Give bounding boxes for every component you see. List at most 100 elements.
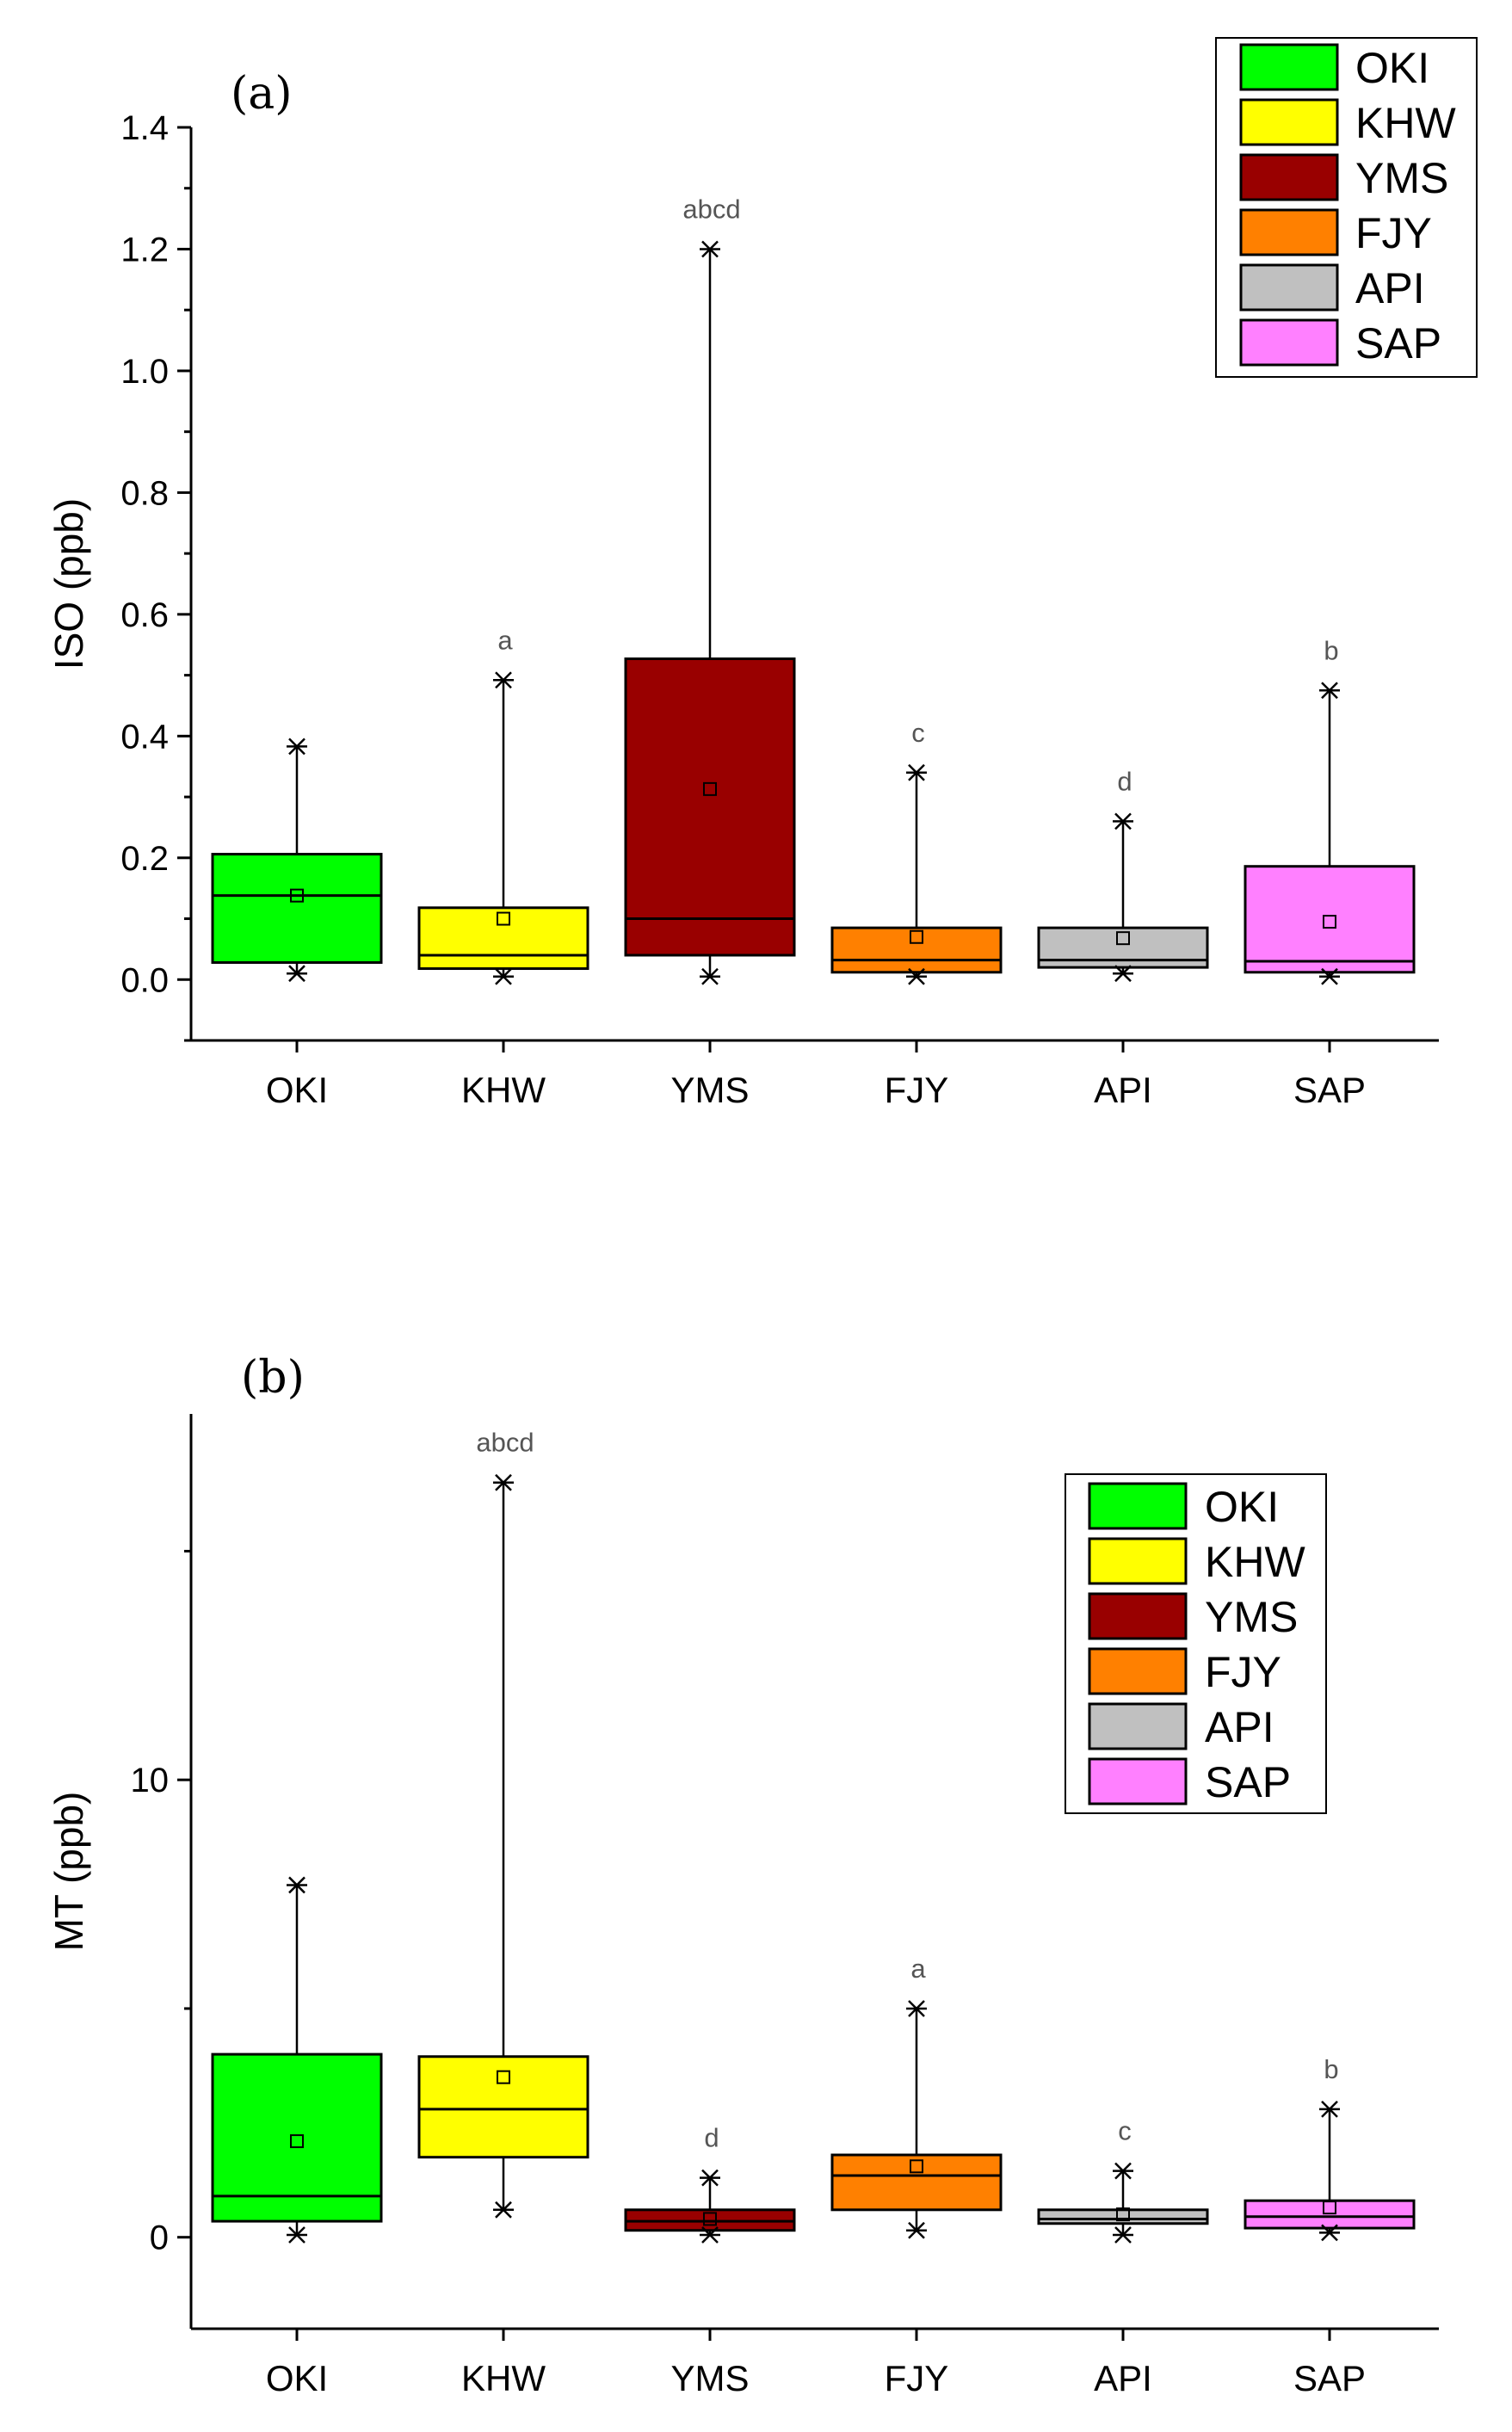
legend-item-oki: OKI — [1239, 43, 1429, 92]
mean-marker — [1116, 931, 1130, 946]
x-tick-label: FJY — [885, 2358, 949, 2398]
legend: OKI KHW YMS FJY API SAP — [1065, 1473, 1327, 1814]
significance-label: c — [911, 718, 925, 748]
mean-marker — [703, 781, 717, 796]
legend-item-sap: SAP — [1239, 318, 1441, 367]
x-tick-label: SAP — [1293, 2358, 1366, 2398]
marker-stroke — [495, 967, 512, 985]
legend: OKI KHW YMS FJY API SAP — [1215, 37, 1478, 378]
box-yms: d — [624, 2123, 796, 2244]
marker-stroke — [701, 2226, 719, 2244]
y-tick-label: 0.6 — [120, 596, 169, 634]
y-tick-label: 0.4 — [120, 718, 169, 756]
legend-label: FJY — [1205, 1648, 1281, 1696]
legend-item-oki: OKI — [1088, 1482, 1279, 1531]
legend-swatch — [1239, 208, 1339, 256]
y-tick-label: 1.0 — [120, 353, 169, 391]
max-marker — [493, 1473, 514, 1491]
box-iqr — [1244, 865, 1416, 974]
box-iqr — [1037, 926, 1209, 969]
box-iqr — [417, 2055, 589, 2159]
marker-stroke — [1321, 682, 1338, 700]
box-api: d — [1037, 766, 1209, 983]
legend-swatch — [1239, 43, 1339, 91]
legend-label: KHW — [1355, 99, 1456, 147]
panel-a: 0.0 0.2 0.4 0.6 0.8 1.0 1.2 1.4 OKI KHW YMS FJY API S… — [46, 37, 1478, 1110]
y-tick-label: 0.2 — [120, 840, 169, 878]
legend-label: YMS — [1205, 1593, 1298, 1641]
min-marker — [287, 2226, 307, 2244]
min-marker — [493, 967, 514, 985]
mean-marker — [703, 2212, 717, 2226]
marker-stroke — [1114, 2162, 1132, 2180]
marker-stroke — [495, 2201, 512, 2219]
box-iqr — [830, 926, 1003, 974]
mean-marker — [910, 929, 923, 944]
y-tick-label: 1.4 — [120, 109, 169, 147]
legend-item-khw: KHW — [1239, 98, 1456, 147]
legend-label: OKI — [1355, 44, 1429, 92]
legend-box — [1065, 1473, 1327, 1814]
legend-label: API — [1205, 1703, 1274, 1751]
x-tick-label: SAP — [1293, 1070, 1366, 1110]
marker-stroke — [1114, 965, 1132, 983]
legend-label: SAP — [1205, 1758, 1291, 1806]
x-tick-label: OKI — [266, 1070, 328, 1110]
legend-swatch — [1239, 98, 1339, 146]
legend-swatch — [1239, 263, 1339, 312]
legend-item-fjy: FJY — [1239, 208, 1432, 257]
box-sap: b — [1244, 2054, 1416, 2242]
mean-marker — [497, 2070, 510, 2084]
significance-label: b — [1324, 635, 1338, 665]
legend-swatch — [1239, 318, 1339, 367]
marker-stroke — [1114, 812, 1132, 830]
marker-stroke — [1321, 2100, 1338, 2118]
box-iqr — [211, 2052, 383, 2223]
legend-label: SAP — [1355, 319, 1441, 367]
marker-stroke — [288, 965, 305, 983]
max-marker — [906, 2000, 927, 2017]
legend-label: YMS — [1355, 154, 1448, 202]
panel-label: (b) — [241, 1352, 305, 1404]
y-tick-label: 0 — [150, 2219, 169, 2257]
legend-item-api: API — [1088, 1702, 1274, 1751]
significance-label: d — [704, 2123, 719, 2153]
max-marker — [1113, 2162, 1133, 2180]
legend-label: FJY — [1355, 209, 1432, 257]
marker-stroke — [288, 2226, 305, 2244]
min-marker — [906, 2221, 927, 2239]
mean-marker — [290, 2134, 304, 2149]
x-tick-label: KHW — [461, 1070, 546, 1110]
marker-stroke — [495, 1473, 512, 1491]
marker-stroke — [288, 1876, 305, 1894]
max-marker — [287, 1876, 307, 1894]
significance-label: d — [1117, 766, 1132, 796]
y-tick-label: 0.0 — [120, 961, 169, 999]
legend-item-khw: KHW — [1088, 1537, 1305, 1586]
significance-label: abcd — [682, 194, 740, 224]
x-tick-label: YMS — [670, 1070, 749, 1110]
marker-stroke — [495, 671, 512, 689]
legend-item-sap: SAP — [1088, 1757, 1291, 1806]
legend-label: API — [1355, 264, 1425, 312]
marker-stroke — [908, 763, 925, 781]
x-tick-label: YMS — [670, 2358, 749, 2398]
box-iqr — [1037, 2208, 1209, 2225]
y-axis-title: ISO (ppb) — [46, 498, 91, 670]
box-api: c — [1037, 2116, 1209, 2244]
legend-swatch — [1088, 1537, 1188, 1585]
y-axis-title: MT (ppb) — [46, 1792, 91, 1952]
box-khw: a — [417, 625, 589, 985]
legend-swatch — [1088, 1482, 1188, 1530]
mean-marker — [1116, 2207, 1130, 2222]
min-marker — [1319, 967, 1340, 985]
marker-stroke — [701, 2169, 719, 2187]
y-tick-label: 1.2 — [120, 231, 169, 269]
marker-stroke — [908, 2000, 925, 2017]
legend-swatch — [1088, 1757, 1188, 1805]
box-iqr — [417, 906, 589, 971]
box-oki — [211, 738, 383, 983]
marker-stroke — [1114, 2226, 1132, 2244]
